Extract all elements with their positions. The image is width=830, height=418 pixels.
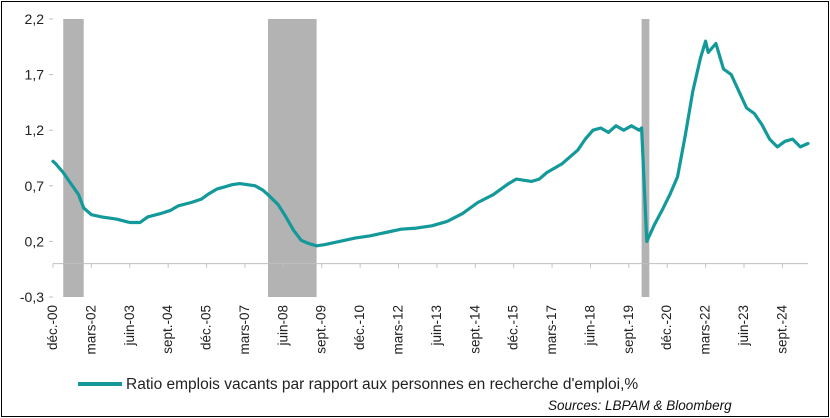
- source-label: Sources: LBPAM & Bloomberg: [548, 398, 732, 413]
- x-tick-label: mars-02: [83, 305, 98, 355]
- y-axis-ticks: -0,3 0,2 0,7 1,2 1,7 2,2: [20, 11, 53, 305]
- x-tick-label: déc.-05: [199, 305, 214, 350]
- x-tick-label: juin-03: [122, 305, 137, 347]
- x-tick-label: sept.-04: [160, 305, 175, 354]
- x-tick-label: juin-13: [429, 305, 444, 347]
- x-tick-label: déc.-10: [352, 305, 367, 350]
- series-line: [51, 39, 810, 248]
- y-tick-label: 1,2: [25, 122, 45, 138]
- x-tick-label: mars-12: [391, 305, 406, 355]
- y-tick-label: 1,7: [25, 67, 45, 83]
- y-tick-label: 2,2: [25, 11, 45, 27]
- x-tick-label: déc.-20: [659, 305, 674, 350]
- recession-band-3: [641, 19, 650, 297]
- x-tick-label: déc.-15: [506, 305, 521, 350]
- recession-bands: [63, 19, 650, 297]
- x-tick-label: mars-17: [544, 305, 559, 355]
- x-tick-label: sept.-14: [467, 305, 482, 354]
- x-tick-label: juin-08: [275, 305, 290, 347]
- y-tick-label: 0,7: [25, 178, 45, 194]
- x-tick-label: juin-18: [582, 305, 597, 347]
- x-tick-label: sept.-19: [621, 305, 636, 354]
- x-tick-label: mars-22: [698, 305, 713, 355]
- x-tick-label: mars-07: [237, 305, 252, 355]
- x-tick-label: sept.-24: [774, 305, 789, 354]
- recession-band-1: [63, 19, 84, 297]
- x-tick-label: sept.-09: [314, 305, 329, 354]
- x-tick-label: juin-23: [736, 305, 751, 347]
- x-tick-label: déc.-00: [45, 305, 60, 350]
- x-axis-ticks: déc.-00 mars-02 juin-03 sept.-04 déc.-05 mars…: [45, 263, 789, 355]
- y-tick-label: -0,3: [20, 289, 44, 305]
- legend-label: Ratio emplois vacants par rapport aux pe…: [126, 376, 638, 393]
- y-tick-label: 0,2: [25, 233, 45, 249]
- recession-band-2: [267, 19, 317, 297]
